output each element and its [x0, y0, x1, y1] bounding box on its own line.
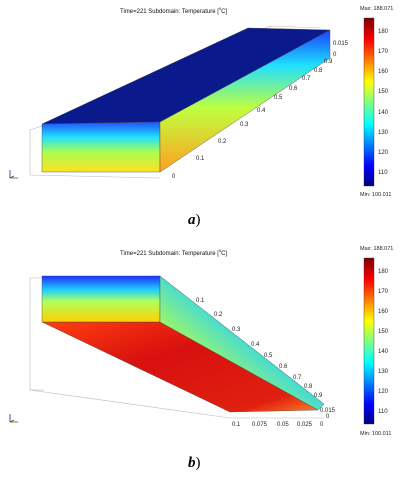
legend-b-tick-150: 150 — [378, 329, 389, 335]
axis-triad-a — [9, 170, 18, 179]
legend-a-min: Min: 100.011 — [360, 192, 391, 198]
axis-a-tick-8: 0.8 — [314, 68, 323, 74]
axis-a-tick-9: 0.9 — [324, 59, 333, 65]
axis-a-tick-3: 0.3 — [240, 122, 249, 128]
axis-width-b: 0.1 0.075 0.05 0.025 0 — [232, 422, 324, 428]
legend-b-tick-110: 110 — [378, 409, 388, 415]
axis-a-tick-1: 0.1 — [196, 156, 205, 162]
legend-a-tick-150: 150 — [378, 89, 389, 95]
axis-b-width-4: 0 — [320, 422, 324, 428]
legend-ticks-b: 180 170 160 150 140 130 120 110 Max: 188… — [360, 246, 393, 437]
legend-ticks-a: 180 170 160 150 140 130 120 110 Max: 188… — [360, 6, 393, 198]
panel-a: Time=221 Subdomain: Temperature [0C] — [0, 0, 402, 198]
legend-b-tick-140: 140 — [378, 349, 389, 355]
axis-b-width-3: 0.025 — [297, 422, 313, 428]
axis-triad-b — [9, 414, 18, 423]
panel-b: Time=221 Subdomain: Temperature [0C] — [0, 240, 402, 440]
legend-b-tick-130: 130 — [378, 369, 389, 375]
legend-a-tick-170: 170 — [378, 49, 389, 55]
panel-b-plot: 0.1 0.2 0.3 0.4 0.5 0.6 0.7 0.8 0.9 0 0.… — [9, 246, 393, 437]
slab-side-face — [159, 29, 331, 173]
legend-bar-b — [363, 257, 375, 425]
axis-a-tick-0: 0 — [172, 174, 176, 180]
legend-b-tick-180: 180 — [378, 269, 389, 275]
caption-b: b) — [188, 455, 201, 471]
panel-a-plot: 0 0.1 0.2 0.3 0.4 0.5 0.6 0.7 0.8 0.9 0 … — [9, 6, 393, 198]
axis-b-tick-8: 0.8 — [304, 384, 313, 390]
caption-a: a) — [188, 212, 201, 228]
legend-a-tick-120: 120 — [378, 150, 389, 156]
axis-a-tick-6: 0.6 — [289, 86, 298, 92]
slab-front-face — [41, 121, 161, 173]
legend-a-max: Max: 188.071 — [360, 6, 393, 12]
axis-long-b: 0.1 0.2 0.3 0.4 0.5 0.6 0.7 0.8 0.9 0 0.… — [196, 298, 336, 420]
axis-b-tick-2: 0.2 — [214, 312, 223, 318]
slab-side-face-b — [159, 275, 325, 411]
axis-b-tick-1: 0.1 — [196, 298, 205, 304]
axis-b-width-2: 0.05 — [277, 422, 289, 428]
legend-a-tick-110: 110 — [378, 170, 388, 176]
legend-b-tick-160: 160 — [378, 309, 389, 315]
axis-b-width-0: 0.1 — [232, 422, 241, 428]
legend-a-tick-160: 160 — [378, 69, 389, 75]
axis-a-tick-2: 0.2 — [218, 139, 227, 145]
legend-b-tick-120: 120 — [378, 389, 389, 395]
legend-bar-a — [363, 17, 375, 187]
panel-b-title: Time=221 Subdomain: Temperature [0C] — [120, 248, 228, 257]
axis-a-short-0: 0 — [333, 52, 337, 58]
axis-b-tick-5: 0.5 — [264, 353, 273, 359]
slab-front-face-b — [41, 275, 161, 323]
axis-b-tick-3: 0.3 — [232, 327, 241, 333]
legend-a-tick-130: 130 — [378, 130, 389, 136]
panel-a-title: Time=221 Subdomain: Temperature [0C] — [120, 6, 228, 15]
axis-b-tick-6: 0.6 — [279, 364, 288, 370]
axis-a-tick-5: 0.5 — [274, 95, 283, 101]
axis-a-tick-7: 0.7 — [302, 76, 311, 82]
legend-a-tick-180: 180 — [378, 29, 389, 35]
legend-a-tick-140: 140 — [378, 110, 389, 116]
axis-b-short-0: 0 — [326, 414, 330, 420]
legend-b-tick-170: 170 — [378, 289, 389, 295]
axis-b-short-1: 0.015 — [320, 408, 336, 414]
axis-a-short-1: 0.015 — [333, 41, 349, 47]
legend-b-min: Min: 100.011 — [360, 431, 391, 437]
axis-a-tick-4: 0.4 — [257, 108, 266, 114]
axis-b-tick-9: 0.9 — [314, 393, 323, 399]
axis-b-tick-4: 0.4 — [251, 342, 260, 348]
legend-b-max: Max: 188.071 — [360, 246, 393, 252]
axis-long-a: 0 0.1 0.2 0.3 0.4 0.5 0.6 0.7 0.8 0.9 0 … — [172, 41, 349, 180]
axis-b-width-1: 0.075 — [252, 422, 268, 428]
axis-b-tick-7: 0.7 — [293, 375, 302, 381]
